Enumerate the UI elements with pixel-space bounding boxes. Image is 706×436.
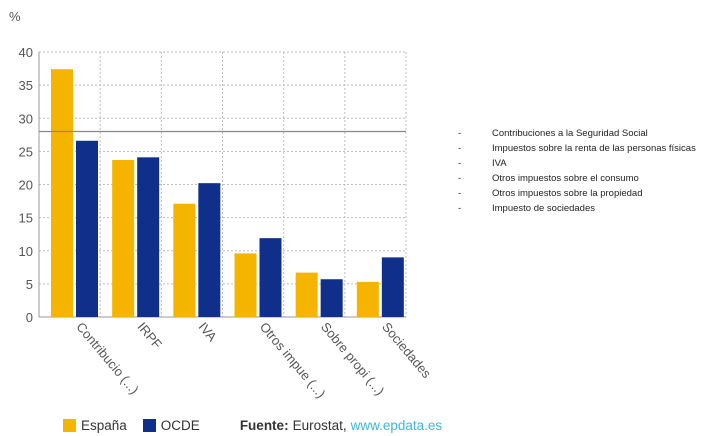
- x-tick-label: Sobre propi (...): [318, 319, 388, 398]
- y-tick-label: 30: [19, 111, 33, 126]
- grid: [38, 51, 407, 318]
- bar-ocde: [76, 140, 98, 317]
- x-axis-labels: Contribucio (...)IRPF IVA Otros impue (...…: [73, 319, 434, 401]
- source-link[interactable]: www.epdata.es: [350, 418, 443, 433]
- side-legend-item: - Otros impuestos sobre el consumo: [458, 171, 703, 186]
- side-legend-text: Otros impuestos sobre el consumo: [492, 173, 639, 184]
- side-legend-dash: -: [458, 203, 462, 214]
- y-axis-ticks: 0 5 10 15 20 25 30 35 40: [19, 45, 33, 325]
- bar-espana: [234, 253, 257, 317]
- x-tick-label: Otros impue (...): [257, 319, 329, 401]
- y-tick-label: 15: [19, 211, 33, 226]
- legend-item-espana: España: [63, 418, 127, 433]
- legend-swatch-ocde: [142, 419, 156, 432]
- bar-ocde: [381, 257, 404, 317]
- side-legend-item: - Impuesto de sociedades: [458, 201, 703, 216]
- x-tick-label: Sociedades: [379, 319, 434, 381]
- source-credit: Fuente: Eurostat, www.epdata.es: [240, 418, 442, 433]
- side-legend-item: - Otros impuestos sobre la propiedad: [458, 186, 703, 201]
- bar-ocde: [137, 157, 160, 317]
- y-tick-label: 40: [19, 45, 33, 60]
- side-legend-dash: -: [458, 128, 462, 139]
- side-legend-dash: -: [458, 188, 462, 199]
- bar-espana: [112, 159, 135, 317]
- y-tick-label: 5: [26, 277, 33, 292]
- side-legend-dash: -: [458, 143, 462, 154]
- bar-espana: [173, 203, 196, 317]
- side-legend-item: - Contribuciones a la Seguridad Social: [458, 126, 703, 141]
- legend-swatch-espana: [63, 419, 76, 432]
- side-legend-text: Contribuciones a la Seguridad Social: [492, 128, 648, 139]
- bar-ocde: [320, 279, 343, 317]
- side-legend: - Contribuciones a la Seguridad Social - I…: [458, 126, 703, 216]
- side-legend-text: Otros impuestos sobre la propiedad: [492, 188, 643, 199]
- legend-label-espana: España: [81, 418, 127, 433]
- y-tick-label: 35: [19, 78, 33, 93]
- y-unit-label: %: [9, 9, 21, 24]
- bar-ocde: [198, 183, 221, 317]
- side-legend-item: - IVA: [458, 156, 703, 171]
- bar-espana: [295, 272, 318, 317]
- x-tick-label: IRPF: [134, 319, 165, 351]
- side-legend-text: Impuesto de sociedades: [492, 203, 595, 214]
- chart-legend-footer: España OCDE Fuente: Eurostat, www.epdata…: [63, 418, 458, 433]
- x-tick-label: Contribucio (...): [73, 319, 142, 397]
- x-tick-label: IVA: [196, 319, 221, 344]
- side-legend-dash: -: [458, 158, 462, 169]
- bar-ocde: [259, 238, 282, 317]
- legend-label-ocde: OCDE: [160, 418, 200, 433]
- y-tick-label: 25: [19, 144, 33, 159]
- y-tick-label: 0: [26, 310, 33, 325]
- source-label: Fuente:: [239, 418, 289, 433]
- y-tick-label: 10: [19, 244, 33, 259]
- bar-espana: [51, 69, 73, 317]
- side-legend-dash: -: [458, 173, 462, 184]
- y-tick-label: 20: [19, 178, 33, 193]
- bar-espana: [356, 281, 379, 317]
- side-legend-text: IVA: [492, 158, 507, 169]
- side-legend-item: - Impuestos sobre la renta de las persona…: [458, 141, 703, 156]
- source-text: Eurostat,: [292, 418, 347, 433]
- legend-item-ocde: OCDE: [142, 418, 200, 433]
- bars: [51, 69, 404, 317]
- side-legend-text: Impuestos sobre la renta de las personas…: [492, 143, 696, 154]
